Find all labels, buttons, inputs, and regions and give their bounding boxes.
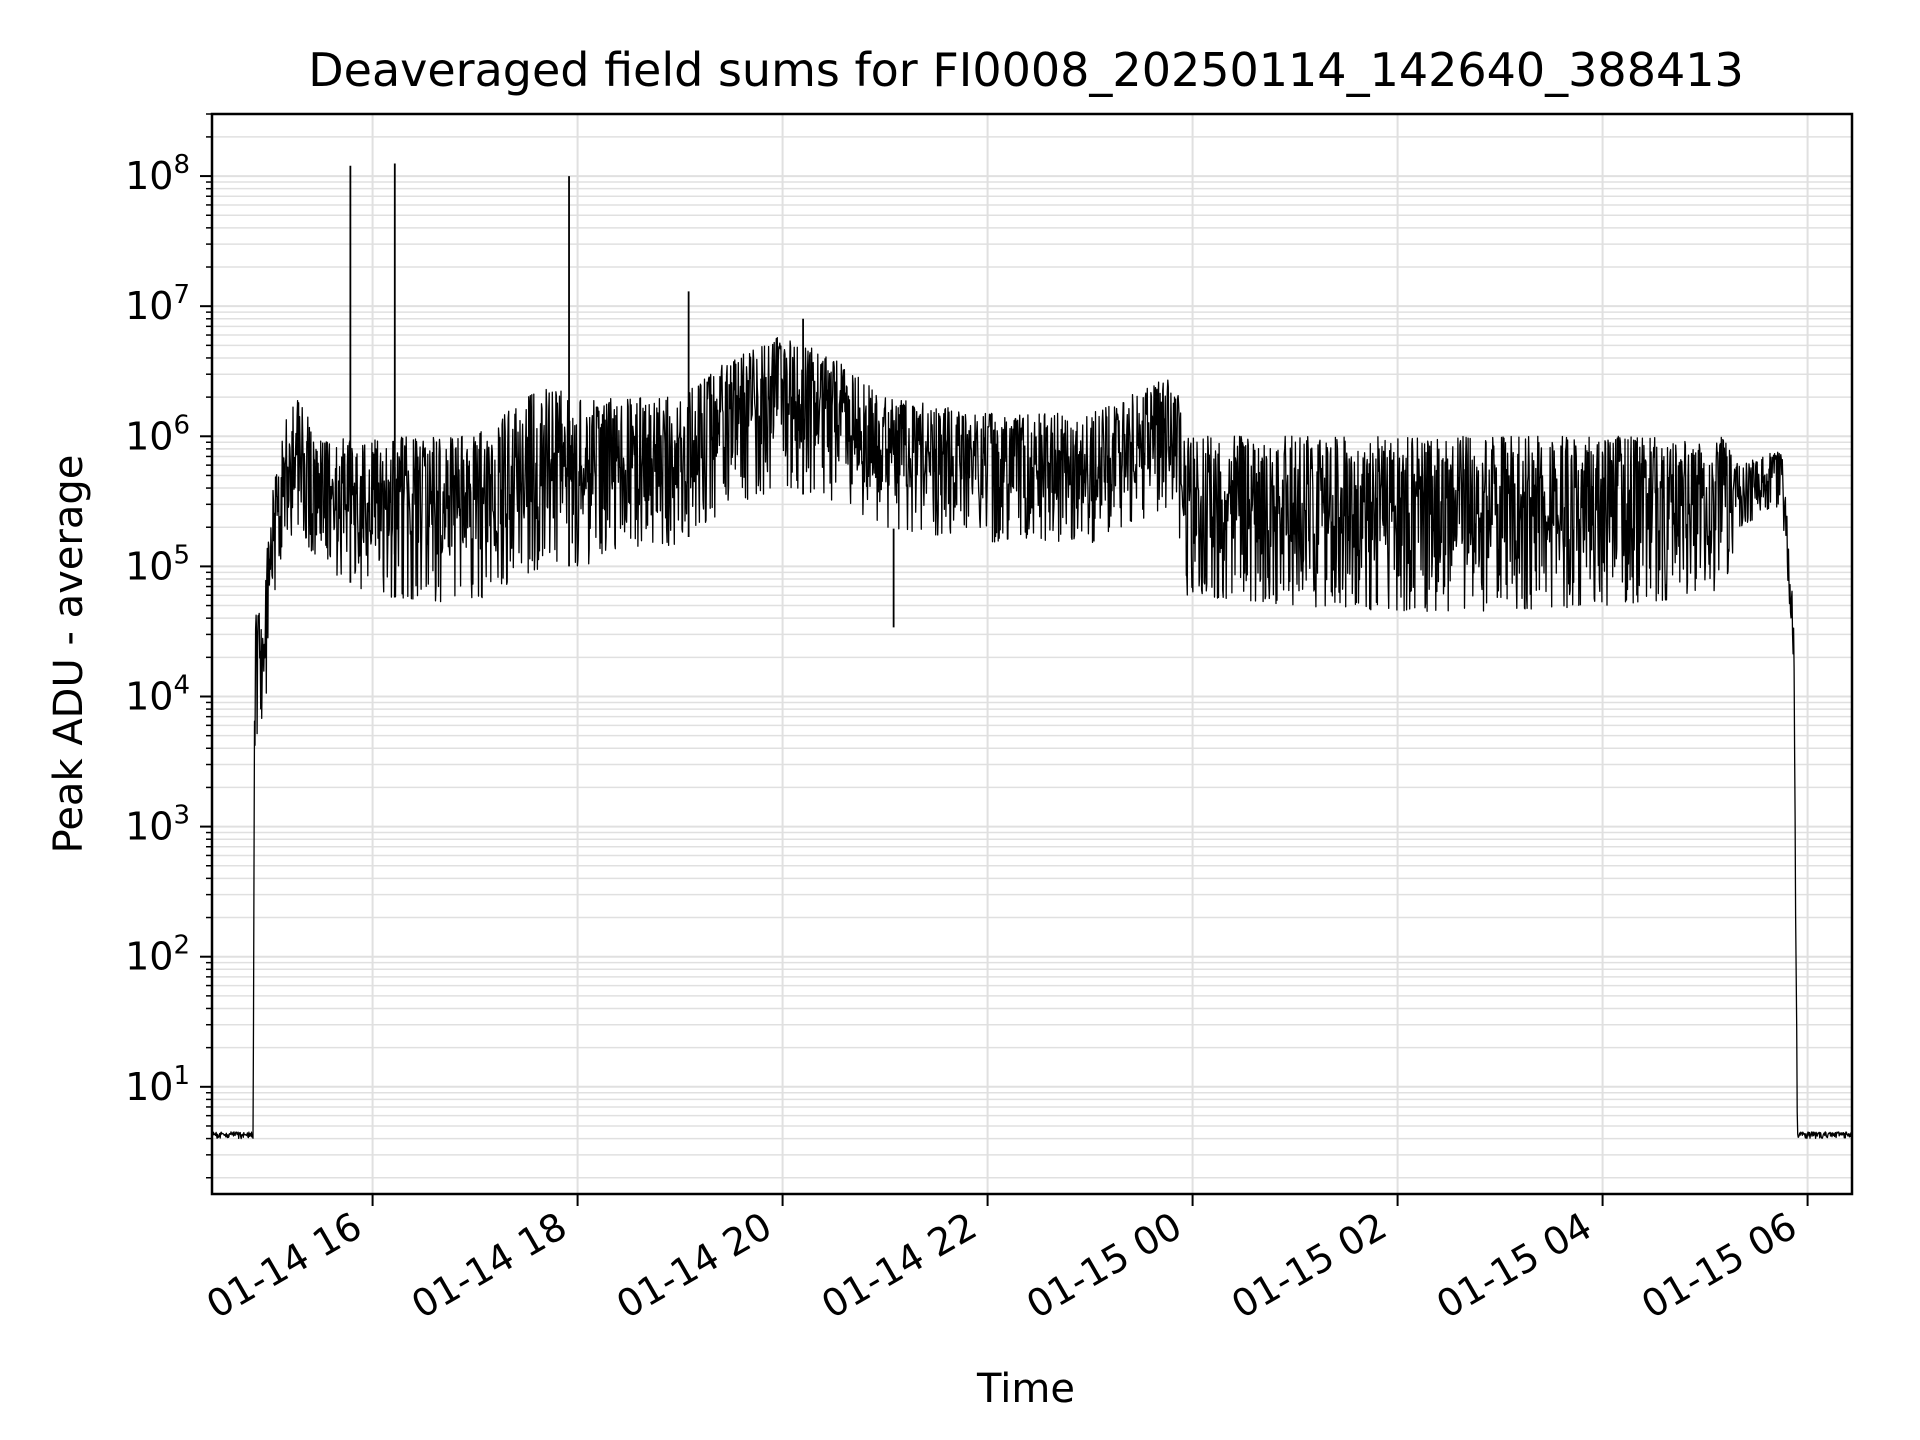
y-tick-label: 104	[125, 670, 190, 718]
series-line	[211, 163, 1853, 1140]
y-axis-label: Peak ADU - average	[46, 455, 92, 854]
y-tick-label: 102	[125, 931, 190, 979]
y-tick-label: 105	[125, 540, 190, 588]
y-tick-label: 106	[125, 410, 190, 458]
gridlines	[212, 113, 1852, 1194]
y-tick-label: 108	[125, 150, 190, 198]
series-trace	[211, 337, 1853, 1140]
x-axis-label: Time	[976, 1366, 1075, 1412]
chart-title: Deaveraged field sums for FI0008_2025011…	[308, 43, 1744, 97]
y-tick-label: 103	[125, 801, 190, 849]
y-tick-label: 107	[125, 280, 190, 328]
y-axis: 101 102 103 104 105 106 107 108	[125, 113, 212, 1179]
y-tick-label: 101	[125, 1061, 190, 1109]
plot-frame	[210, 112, 1854, 1196]
